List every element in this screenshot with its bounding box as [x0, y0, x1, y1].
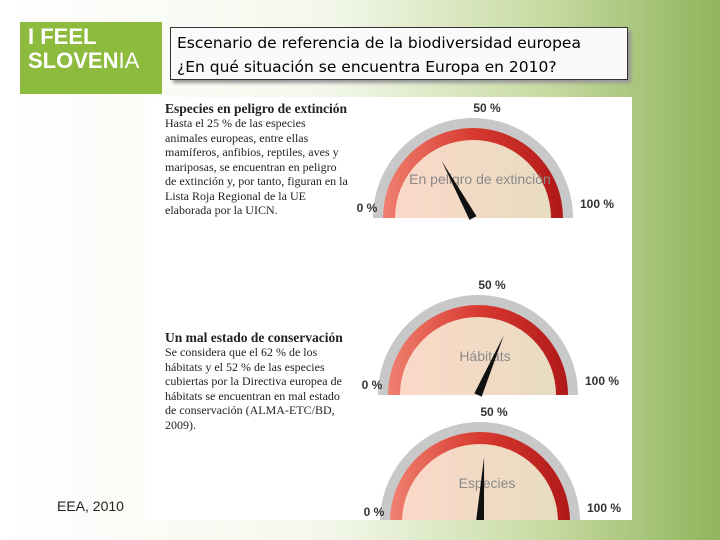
gauge-needle	[476, 457, 485, 520]
title-box: Escenario de referencia de la biodiversi…	[170, 27, 628, 80]
gauge-label: En peligro de extinción	[409, 171, 551, 187]
logo-line: SLOVENIA	[28, 49, 162, 73]
gauge-max-label: 100 %	[585, 374, 619, 388]
logo-line: I FEEL	[28, 24, 97, 49]
title-line: Escenario de referencia de la biodiversi…	[177, 34, 581, 52]
gauge-face	[400, 317, 556, 395]
gauge-mid-label: 50 %	[478, 278, 506, 292]
section: Un mal estado de conservación Se conside…	[165, 330, 350, 432]
gauge-mid-label: 50 %	[473, 101, 501, 115]
section-heading: Especies en peligro de extinción	[165, 101, 347, 116]
gauge-needle	[474, 335, 504, 397]
gauge-max-label: 100 %	[580, 197, 614, 211]
gauge-face	[395, 140, 551, 218]
gauge-needle	[441, 161, 477, 220]
logo-bold: SLOVEN	[28, 48, 119, 73]
gauge-face	[402, 444, 558, 520]
section: Especies en peligro de extinción Hasta e…	[165, 101, 350, 218]
section-body: Hasta el 25 % de las especies animales e…	[165, 116, 348, 217]
gauge-max-label: 100 %	[587, 501, 621, 515]
gauge-min-label: 0 %	[357, 201, 378, 215]
gauge-min-label: 0 %	[364, 505, 385, 519]
section-heading: Un mal estado de conservación	[165, 330, 343, 345]
gauge-label: Especies	[459, 475, 516, 491]
logo: I FEEL SLOVENIA	[20, 22, 162, 94]
gauge-label: Hábitats	[459, 348, 510, 364]
gauge-min-label: 0 %	[362, 378, 383, 392]
logo-light: IA	[118, 48, 140, 73]
gauge-mid-label: 50 %	[480, 405, 508, 419]
title-line: ¿En qué situación se encuentra Europa en…	[177, 58, 557, 76]
section-body: Se considera que el 62 % de los hábitats…	[165, 345, 342, 432]
source: EEA, 2010	[57, 498, 124, 514]
